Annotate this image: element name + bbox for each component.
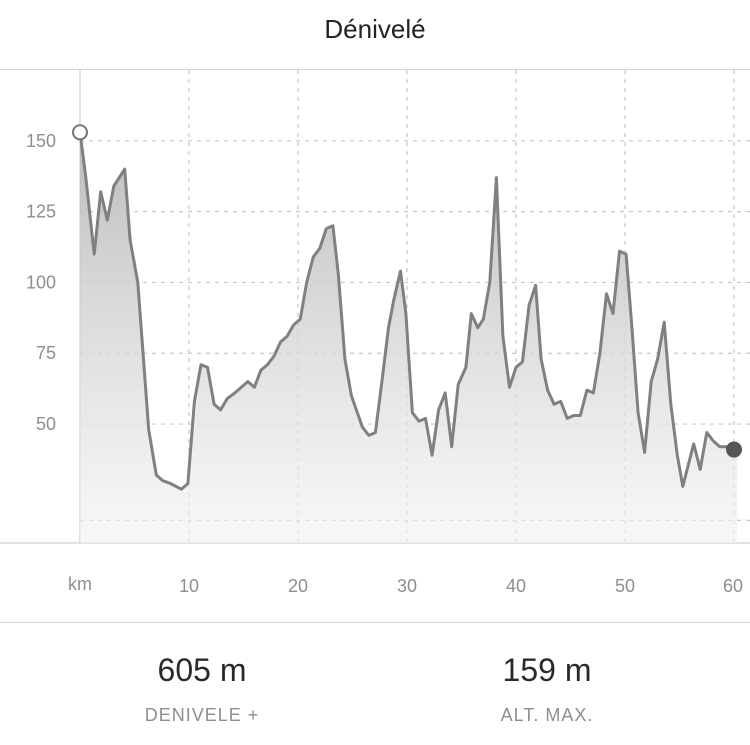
area-layer: [78, 130, 739, 544]
stat-max-altitude: 159 m ALT. MAX.: [397, 652, 697, 726]
y-tick-label: 75: [36, 343, 56, 363]
stat-value: 605 m: [157, 652, 247, 688]
x-tick-label: 20: [288, 576, 308, 596]
x-tick-labels: km 10 20 30 40 50 60: [68, 574, 743, 596]
y-tick-label: 50: [36, 414, 56, 434]
x-tick-label: 40: [506, 576, 526, 596]
x-tick-label: 10: [179, 576, 199, 596]
x-axis-label: km: [68, 574, 92, 594]
y-tick-labels: 150 125 100 75 50: [26, 131, 56, 434]
top-divider: [0, 69, 750, 70]
marker-layer: [72, 124, 742, 458]
stat-value: 159 m: [502, 652, 592, 688]
stat-label: ALT. MAX.: [500, 705, 594, 725]
x-tick-label: 30: [397, 576, 417, 596]
x-tick-label: 50: [615, 576, 635, 596]
elevation-line: [78, 130, 739, 491]
end-marker: [726, 441, 742, 458]
y-tick-label: 100: [26, 272, 56, 292]
elevation-chart[interactable]: 150 125 100 75 50 km 10 20 30 40 50 60: [0, 70, 750, 620]
start-marker: [72, 124, 88, 141]
page-title: Dénivelé: [324, 14, 426, 44]
x-tick-label: 60: [723, 576, 743, 596]
stat-elevation-gain: 605 m DENIVELE +: [52, 652, 352, 726]
bottom-divider: [0, 622, 750, 623]
y-tick-label: 150: [26, 131, 56, 151]
stat-label: DENIVELE +: [144, 705, 260, 725]
y-tick-label: 125: [26, 202, 56, 222]
elevation-area: [80, 132, 738, 544]
